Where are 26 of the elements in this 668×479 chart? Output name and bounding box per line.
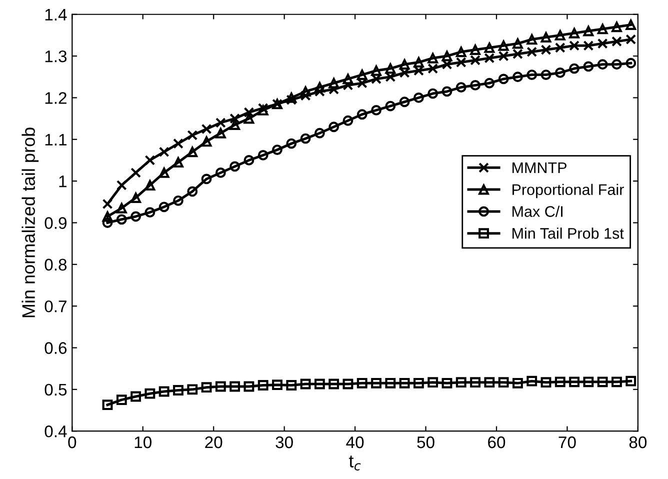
x-axis-title: t$_{c}$: [348, 456, 361, 470]
y-tick-label: 0.7: [44, 300, 66, 312]
y-tick-label: 1.2: [45, 92, 66, 104]
y-tick-label: 0.5: [44, 384, 67, 396]
y-axis-title: Min normalized tail prob: [22, 128, 39, 318]
legend-label: MMNTP: [512, 162, 566, 174]
y-tick-label: 1.4: [45, 8, 67, 20]
legend-label: Max C/I: [512, 206, 562, 217]
x-tick-label: 0: [68, 436, 76, 448]
x-tick-label: 40: [346, 436, 364, 448]
y-tick-label: 1.3: [45, 50, 67, 62]
y-tick-label: 0.4: [44, 426, 67, 438]
legend-label: Min Tail Prob 1st: [512, 228, 624, 239]
y-tick-label: 1.1: [45, 134, 66, 146]
x-tick-label: 50: [417, 436, 434, 448]
y-tick-label: 0.8: [44, 258, 67, 271]
y-tick-label: 0.6: [44, 342, 67, 354]
x-tick-label: 30: [276, 436, 293, 448]
y-tick-label: 1: [59, 176, 66, 188]
x-tick-label: 80: [629, 436, 647, 448]
x-tick-label: 20: [205, 436, 222, 448]
y-tick-label: 0.9: [44, 217, 66, 229]
legend-label: Proportional Fair: [512, 184, 624, 198]
x-tick-label: 60: [488, 436, 506, 448]
x-tick-label: 10: [134, 436, 152, 448]
x-tick-label: 70: [558, 436, 576, 448]
